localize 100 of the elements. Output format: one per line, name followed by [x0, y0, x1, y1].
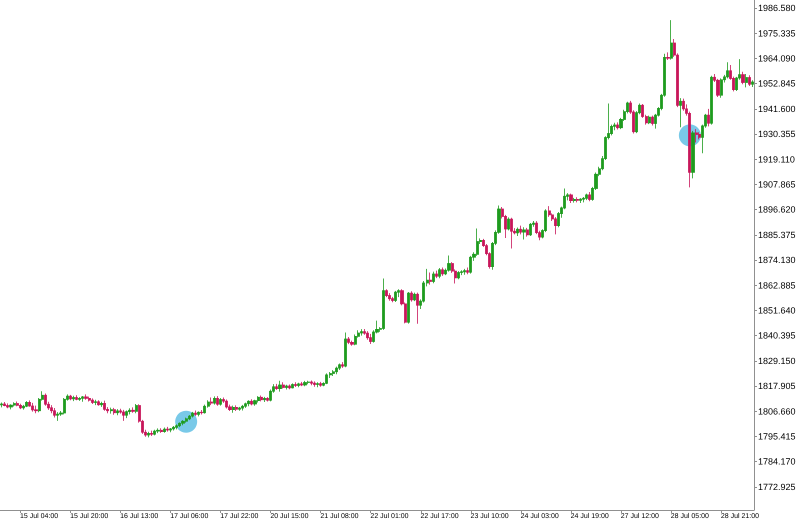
candlestick — [238, 406, 241, 412]
candlestick — [651, 115, 654, 126]
candlestick — [156, 428, 160, 434]
candlestick — [97, 400, 100, 406]
candlestick — [416, 292, 419, 324]
candlestick — [178, 422, 181, 428]
candlestick — [325, 372, 328, 384]
candlestick — [457, 270, 460, 280]
candlestick — [103, 400, 106, 412]
candlestick — [382, 278, 385, 330]
candlestick — [19, 403, 22, 410]
candlestick — [135, 404, 138, 414]
candlestick — [25, 400, 28, 408]
candlestick — [363, 328, 366, 336]
candlestick — [695, 128, 698, 143]
candlestick — [278, 380, 282, 392]
candlestick — [153, 429, 156, 436]
candlestick — [469, 255, 472, 274]
candlestick — [191, 411, 194, 418]
candlestick — [710, 75, 713, 125]
candlestick — [679, 98, 682, 128]
candlestick — [50, 404, 53, 414]
candlestick — [257, 396, 260, 403]
candlestick — [216, 396, 219, 406]
candlestick — [300, 381, 303, 386]
candlestick — [88, 396, 91, 402]
candlestick — [72, 395, 75, 402]
candlestick — [147, 431, 150, 438]
y-tick-label: 1829.150 — [758, 356, 796, 366]
y-tick-label: 1784.170 — [758, 456, 796, 467]
candlestick — [385, 288, 388, 298]
candlestick — [160, 428, 163, 434]
y-tick-label: 1817.905 — [758, 381, 796, 392]
candlestick — [548, 206, 551, 218]
candlestick — [91, 398, 94, 404]
y-tick-label: 1975.335 — [758, 28, 796, 38]
candlestick — [463, 268, 466, 276]
candlestick — [241, 404, 244, 411]
candlestick — [332, 370, 335, 376]
candlestick — [670, 20, 673, 60]
candlestick — [266, 396, 269, 402]
candlestick — [100, 401, 103, 408]
candlestick — [225, 399, 228, 409]
candlestick — [250, 398, 253, 406]
y-tick-label: 1907.865 — [758, 179, 796, 190]
y-tick-label: 1964.090 — [758, 54, 796, 64]
candlestick — [263, 396, 266, 402]
candlestick — [341, 362, 344, 368]
candlestick — [354, 334, 357, 346]
candlestick — [666, 52, 670, 60]
candlestick — [582, 196, 585, 203]
y-tick-label: 1930.355 — [758, 129, 796, 140]
candlestick — [335, 366, 338, 375]
candlestick — [56, 412, 59, 422]
candlestick — [585, 193, 588, 200]
candlestick — [519, 225, 522, 235]
candlestick — [366, 330, 369, 340]
candlestick — [235, 404, 238, 412]
candlestick — [441, 267, 444, 276]
candlestick — [288, 384, 291, 390]
y-tick-label: 1874.130 — [758, 255, 796, 266]
candlestick — [210, 397, 213, 406]
candlestick — [31, 402, 34, 412]
candlestick — [741, 71, 745, 85]
candlestick — [407, 292, 410, 324]
candlestick — [75, 394, 78, 401]
y-tick-label: 1952.845 — [758, 78, 796, 89]
candlestick — [285, 384, 288, 390]
candlestick — [360, 328, 363, 336]
candlestick — [691, 130, 695, 179]
candlestick — [260, 395, 263, 402]
candlestick — [751, 80, 754, 88]
candlestick — [166, 426, 169, 432]
candlestick — [275, 383, 278, 390]
candlestick — [128, 408, 131, 415]
candlestick — [507, 216, 510, 231]
candlestick — [294, 382, 297, 388]
candlestick — [244, 402, 247, 408]
candlestick — [413, 292, 416, 302]
candlestick — [726, 62, 729, 79]
candlestick — [16, 401, 19, 407]
candlestick — [113, 407, 116, 416]
candlestick — [185, 417, 188, 424]
y-tick-label: 1772.925 — [758, 482, 796, 492]
candlestick — [232, 405, 235, 414]
candlestick — [394, 290, 397, 302]
candlestick — [203, 404, 206, 414]
candlestick — [116, 408, 119, 416]
candlestick — [150, 430, 153, 436]
candlestick — [3, 402, 6, 407]
candlestick — [682, 98, 685, 112]
y-tick-label: 1919.110 — [758, 154, 795, 164]
candlestick — [698, 132, 701, 140]
candlestick — [716, 78, 720, 98]
candlestick — [397, 288, 400, 298]
candlestick — [84, 394, 88, 400]
candlestick — [307, 380, 310, 385]
candlestick — [720, 78, 723, 98]
candlestick — [6, 402, 9, 409]
candlestick — [616, 122, 619, 130]
